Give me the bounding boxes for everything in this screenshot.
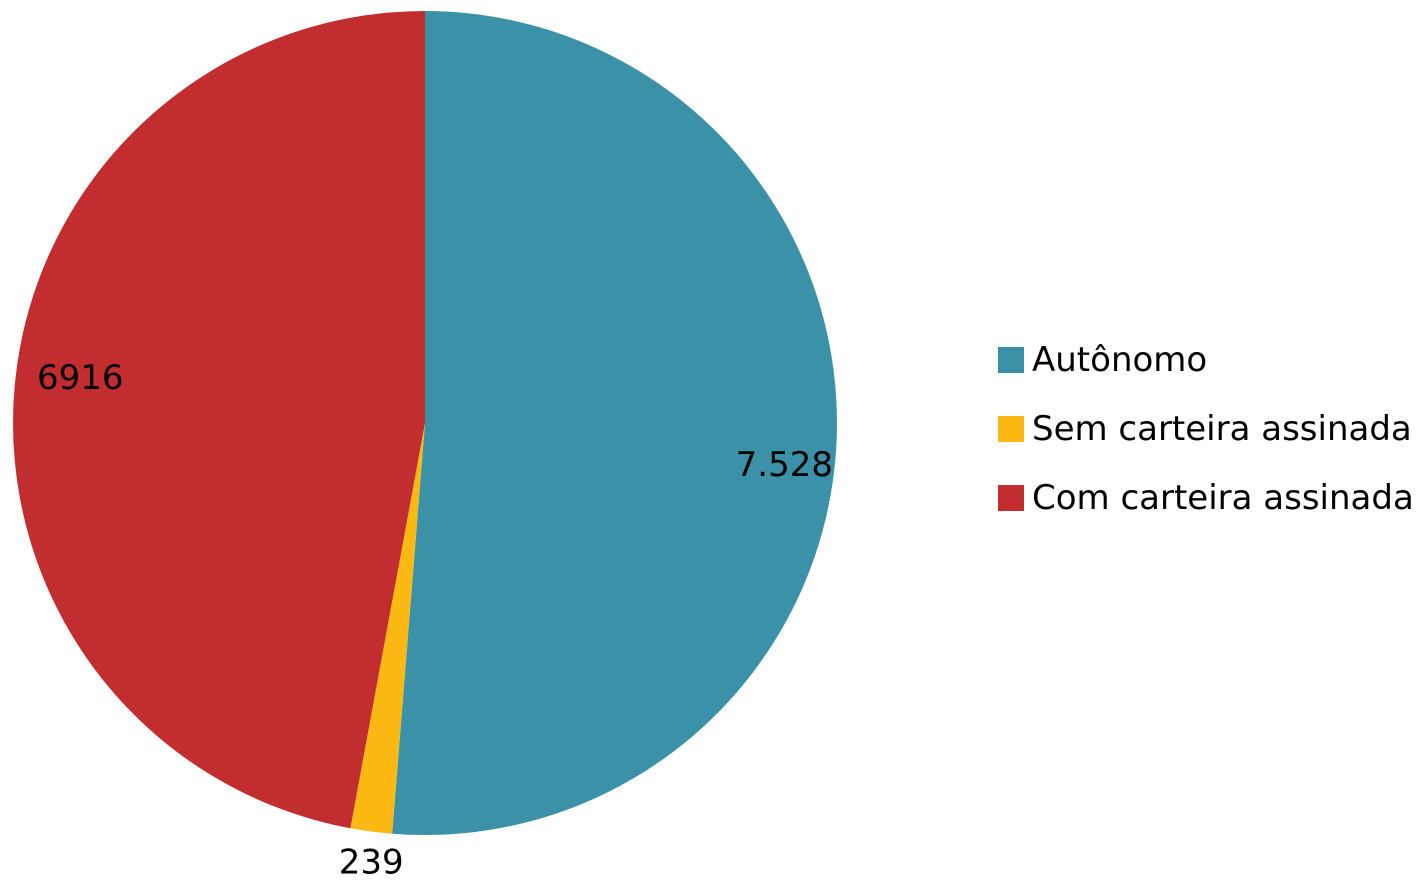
legend-label-autonomo: Autônomo	[1032, 339, 1208, 380]
data-label-autonomo: 7.528	[736, 445, 833, 485]
legend-swatch-autonomo	[998, 346, 1024, 373]
legend-label-com-carteira: Com carteira assinada	[1032, 477, 1414, 518]
pie-slice-sem-carteira	[350, 423, 425, 834]
legend-item-com-carteira: Com carteira assinada	[998, 472, 1414, 523]
pie-slice-com-carteira	[12, 11, 426, 829]
pie-slice-autonomo	[392, 11, 837, 835]
legend-label-sem-carteira: Sem carteira assinada	[1032, 408, 1412, 449]
legend-item-sem-carteira: Sem carteira assinada	[998, 403, 1414, 454]
data-label-com-carteira: 6916	[37, 358, 124, 398]
legend: Autônomo Sem carteira assinada Com carte…	[998, 334, 1414, 541]
legend-item-autonomo: Autônomo	[998, 334, 1414, 385]
legend-swatch-com-carteira	[998, 484, 1024, 511]
data-label-sem-carteira: 239	[339, 843, 404, 883]
legend-swatch-sem-carteira	[998, 415, 1024, 442]
